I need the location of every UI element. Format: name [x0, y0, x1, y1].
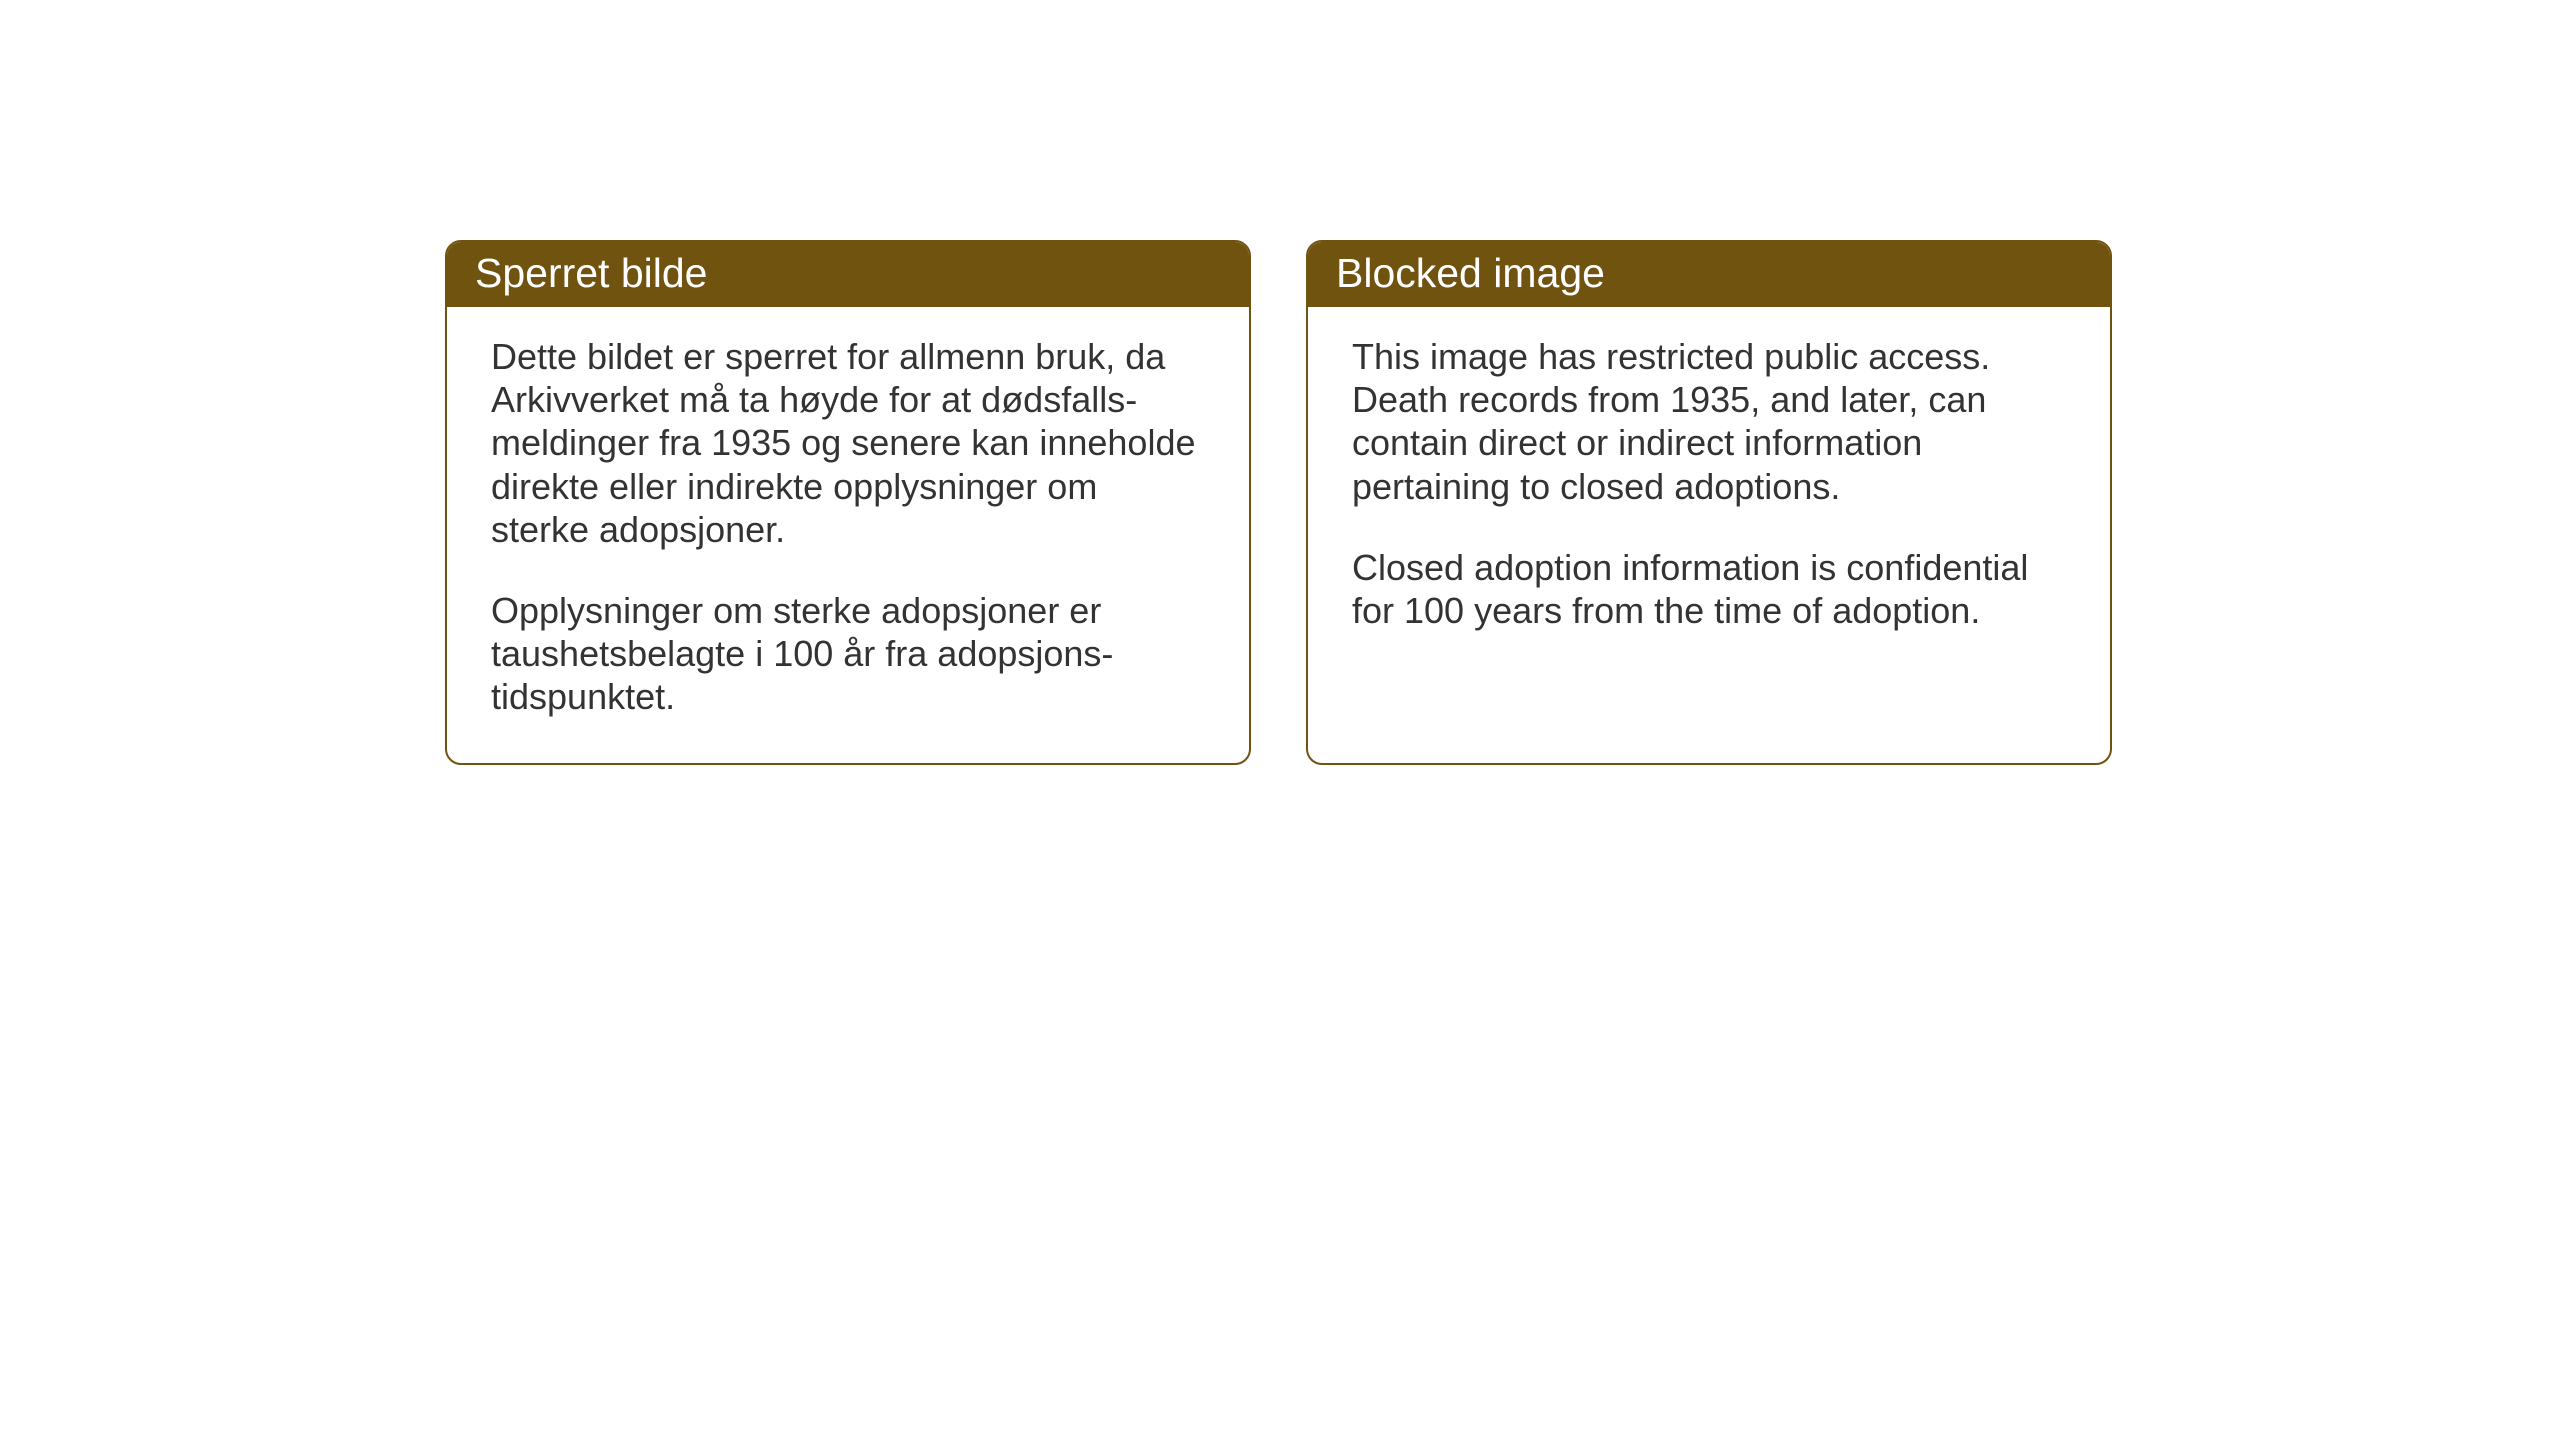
card-paragraph: Dette bildet er sperret for allmenn bruk…	[491, 335, 1205, 551]
notice-container: Sperret bilde Dette bildet er sperret fo…	[445, 240, 2112, 765]
card-title: Blocked image	[1336, 250, 1605, 296]
card-body-english: This image has restricted public access.…	[1308, 307, 2110, 676]
notice-card-norwegian: Sperret bilde Dette bildet er sperret fo…	[445, 240, 1251, 765]
card-paragraph: Opplysninger om sterke adopsjoner er tau…	[491, 589, 1205, 719]
card-header-english: Blocked image	[1308, 242, 2110, 307]
card-paragraph: Closed adoption information is confident…	[1352, 546, 2066, 632]
card-header-norwegian: Sperret bilde	[447, 242, 1249, 307]
card-body-norwegian: Dette bildet er sperret for allmenn bruk…	[447, 307, 1249, 763]
notice-card-english: Blocked image This image has restricted …	[1306, 240, 2112, 765]
card-title: Sperret bilde	[475, 250, 707, 296]
card-paragraph: This image has restricted public access.…	[1352, 335, 2066, 508]
